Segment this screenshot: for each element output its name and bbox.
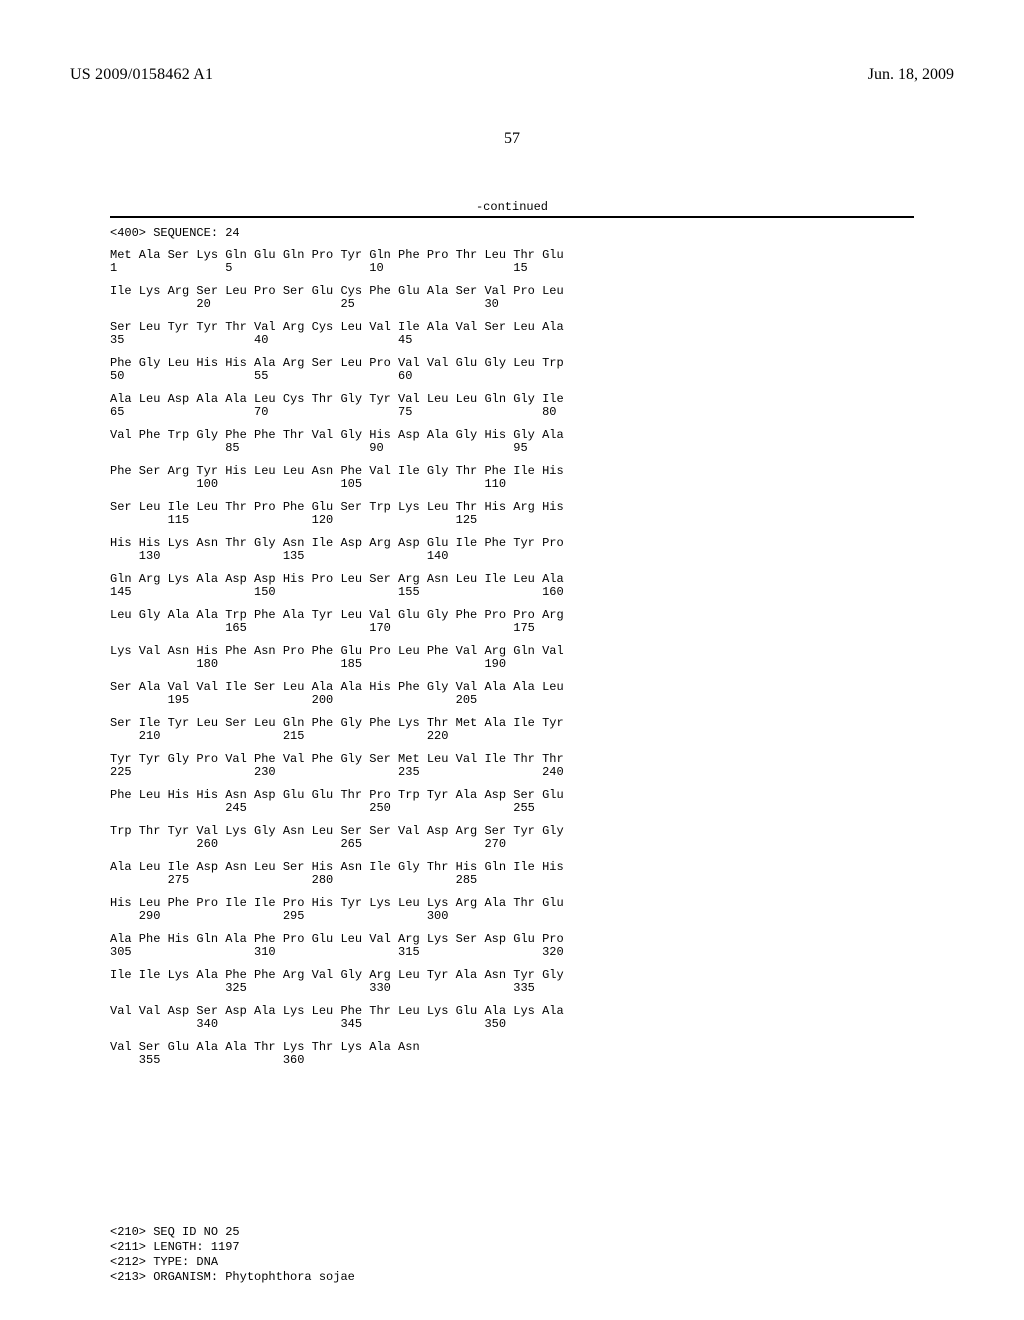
seq-meta-line: <210> SEQ ID NO 25 — [110, 1225, 355, 1240]
seq-num-row: 115 120 125 — [110, 514, 564, 527]
publication-date: Jun. 18, 2009 — [868, 66, 954, 84]
seq-num-row: 260 265 270 — [110, 838, 564, 851]
seq-meta-line: <212> TYPE: DNA — [110, 1255, 355, 1270]
divider — [110, 216, 914, 218]
seq-num-row: 20 25 30 — [110, 298, 564, 311]
seq-num-row: 340 345 350 — [110, 1018, 564, 1031]
continued-label: -continued — [0, 200, 1024, 214]
seq-num-row: 275 280 285 — [110, 874, 564, 887]
publication-number: US 2009/0158462 A1 — [70, 66, 213, 83]
seq-num-row: 305 310 315 320 — [110, 946, 564, 959]
seq-num-row: 65 70 75 80 — [110, 406, 564, 419]
seq-num-row: 1 5 10 15 — [110, 262, 564, 275]
seq-num-row: 245 250 255 — [110, 802, 564, 815]
sequence-header: <400> SEQUENCE: 24 — [110, 226, 240, 240]
page-number: 57 — [0, 130, 1024, 148]
seq-num-row: 50 55 60 — [110, 370, 564, 383]
seq-num-row: 210 215 220 — [110, 730, 564, 743]
seq-num-row: 85 90 95 — [110, 442, 564, 455]
seq-num-row: 180 185 190 — [110, 658, 564, 671]
page-header: US 2009/0158462 A1 Jun. 18, 2009 — [0, 66, 1024, 84]
seq-num-row: 130 135 140 — [110, 550, 564, 563]
seq-num-row: 225 230 235 240 — [110, 766, 564, 779]
seq-num-row: 100 105 110 — [110, 478, 564, 491]
seq-meta-line: <211> LENGTH: 1197 — [110, 1240, 355, 1255]
seq-num-row: 290 295 300 — [110, 910, 564, 923]
sequence-meta-footer: <210> SEQ ID NO 25<211> LENGTH: 1197<212… — [110, 1225, 355, 1285]
seq-num-row: 145 150 155 160 — [110, 586, 564, 599]
seq-num-row: 165 170 175 — [110, 622, 564, 635]
seq-num-row: 355 360 — [110, 1054, 564, 1067]
seq-meta-line: <213> ORGANISM: Phytophthora sojae — [110, 1270, 355, 1285]
seq-num-row: 195 200 205 — [110, 694, 564, 707]
seq-num-row: 35 40 45 — [110, 334, 564, 347]
sequence-listing: Met Ala Ser Lys Gln Glu Gln Pro Tyr Gln … — [110, 249, 564, 1067]
seq-num-row: 325 330 335 — [110, 982, 564, 995]
